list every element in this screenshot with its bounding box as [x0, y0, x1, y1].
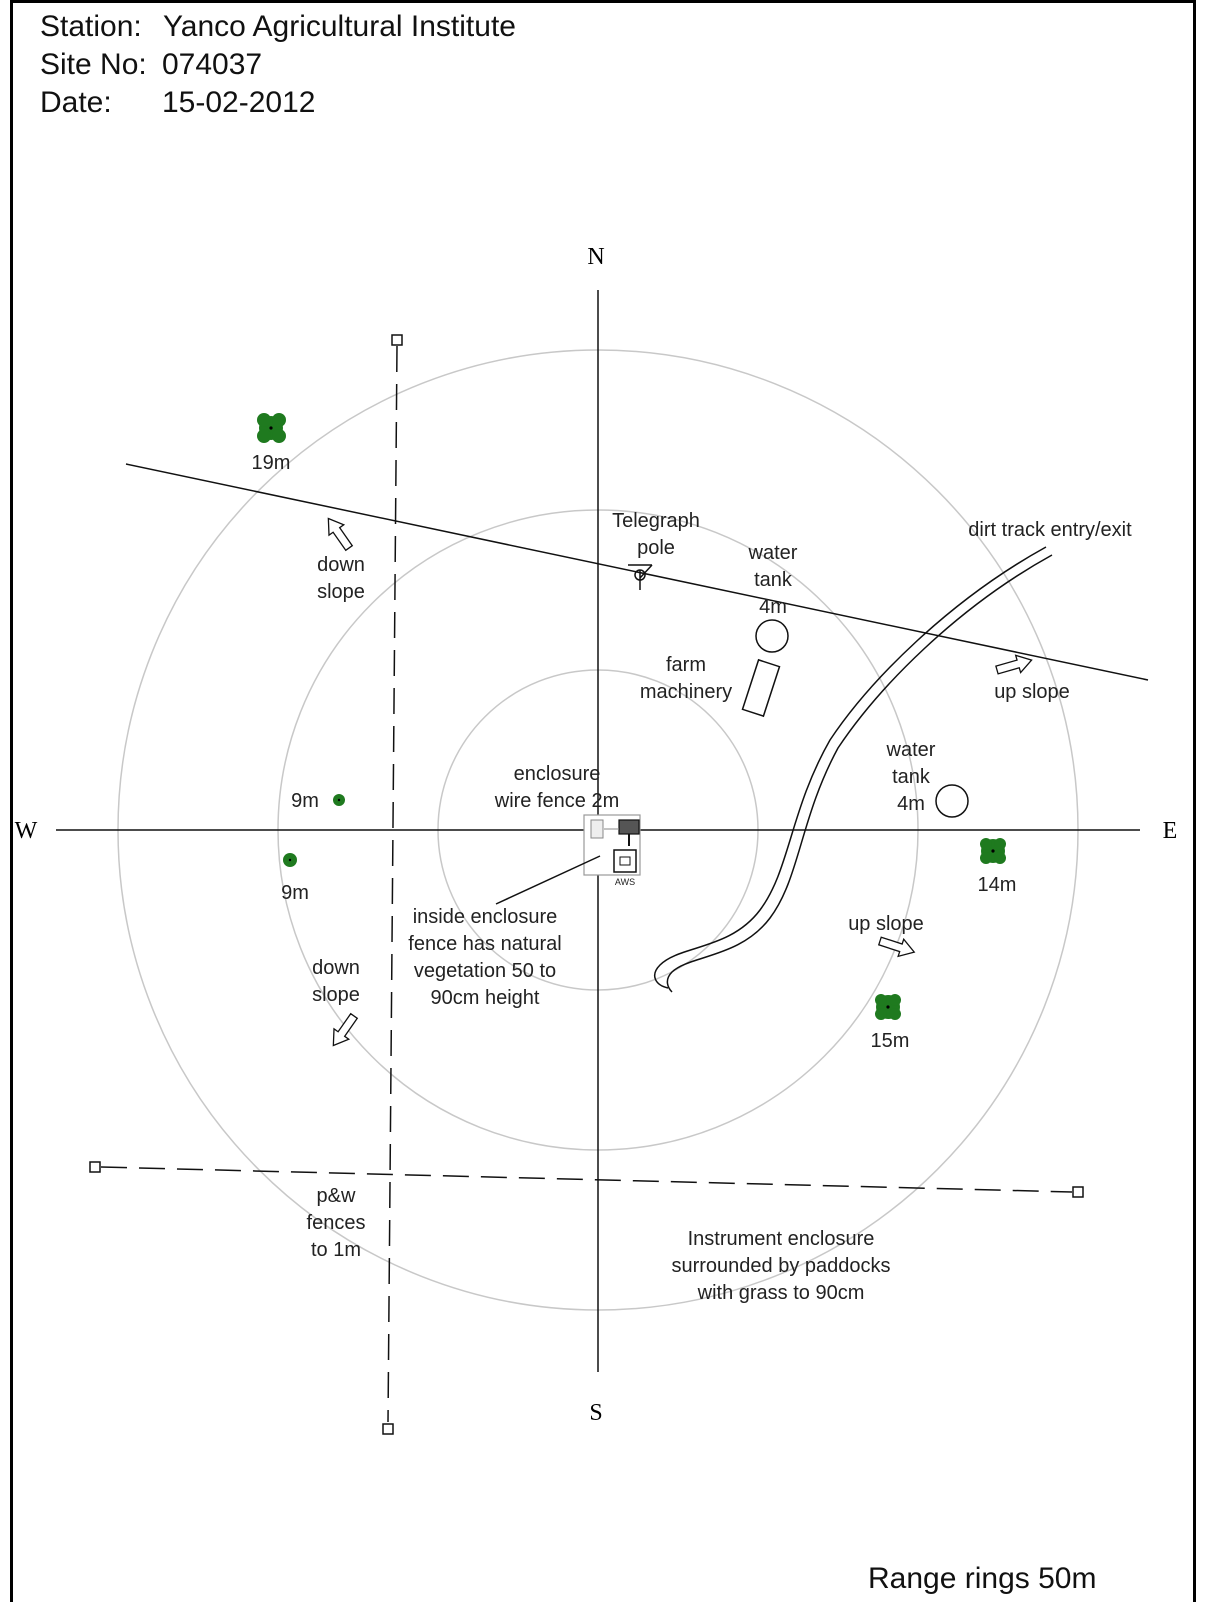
- down-slope-nw-label-1: down: [317, 554, 365, 576]
- instrument-enclosure: AWS: [583, 814, 641, 887]
- dirt-track-edge-2: [666, 554, 1053, 993]
- tree-9m-north-icon: [333, 794, 345, 806]
- page-border: [10, 0, 1196, 1602]
- up-slope-se-label: up slope: [848, 913, 924, 935]
- inside-enclosure-label-3: vegetation 50 to: [414, 960, 556, 982]
- tree-19m-icon: [257, 413, 286, 443]
- fences: [100, 345, 1073, 1423]
- down-slope-sw-label-1: down: [312, 957, 360, 979]
- fence-post-north: [391, 334, 403, 346]
- water-tank-east-label-3: 4m: [897, 793, 925, 815]
- compass-south: S: [589, 1400, 602, 1426]
- station-name: Yanco Agricultural Institute: [163, 10, 516, 43]
- paddocks-label-3: with grass to 90cm: [697, 1282, 865, 1304]
- telegraph-label-1: Telegraph: [612, 510, 700, 532]
- water-tank-east-label-2: tank: [892, 766, 931, 788]
- tree-15m-label: 15m: [871, 1030, 910, 1052]
- water-tank-east-label-1: water: [886, 739, 936, 761]
- water-tank-north-label-1: water: [748, 542, 798, 564]
- trees: [257, 413, 1006, 1020]
- up-slope-ne-label: up slope: [994, 681, 1070, 703]
- tree-9m-south-label: 9m: [281, 882, 309, 904]
- farm-machinery-label-2: machinery: [640, 681, 732, 703]
- map-labels: 19m down slope Telegraph pole water tank…: [252, 452, 1133, 1304]
- tree-19m-label: 19m: [252, 452, 291, 474]
- fences-label-3: to 1m: [311, 1239, 361, 1261]
- dirt-track-label: dirt track entry/exit: [968, 519, 1132, 541]
- fences-label-1: p&w: [317, 1185, 356, 1207]
- station-header: Station: Yanco Agricultural Institute Sit…: [40, 8, 516, 122]
- fence-post-south: [382, 1423, 394, 1435]
- tree-15m-icon: [875, 994, 901, 1020]
- telegraph-label-2: pole: [637, 537, 675, 559]
- compass-north: N: [587, 244, 604, 270]
- tree-9m-south-icon: [283, 853, 297, 867]
- rain-gauge-icon: [590, 819, 604, 839]
- site-key: Site No:: [40, 48, 147, 81]
- inside-enclosure-label-4: 90cm height: [431, 987, 540, 1009]
- compass-east: E: [1163, 818, 1178, 844]
- down-slope-nw-label-2: slope: [317, 581, 365, 603]
- site-row: Site No: 074037: [40, 46, 516, 84]
- aws-label: AWS: [615, 877, 635, 887]
- fence-north-south: [387, 345, 398, 1423]
- inside-enclosure-label-2: fence has natural: [408, 933, 561, 955]
- tree-14m-icon: [980, 838, 1006, 864]
- fence-west-east: [100, 1166, 1073, 1193]
- instrument-screen-icon: [618, 819, 640, 835]
- farm-machinery-label-1: farm: [666, 654, 706, 676]
- dirt-track: [653, 546, 1053, 993]
- down-slope-nw-arrow-icon: [327, 517, 354, 552]
- telegraph-pole-icon: [628, 564, 653, 590]
- fence-posts: [89, 334, 1084, 1435]
- station-row: Station: Yanco Agricultural Institute: [40, 8, 516, 46]
- station-key: Station:: [40, 10, 142, 43]
- paddocks-label-2: surrounded by paddocks: [671, 1255, 890, 1277]
- slope-arrows: [327, 517, 1033, 1047]
- enclosure-pointer-line: [495, 855, 601, 905]
- inside-enclosure-label-1: inside enclosure: [413, 906, 558, 928]
- fences-label-2: fences: [307, 1212, 366, 1234]
- tree-14m-label: 14m: [978, 874, 1017, 896]
- survey-date: 15-02-2012: [162, 86, 316, 119]
- range-rings-note: Range rings 50m: [868, 1562, 1097, 1595]
- tree-9m-north-label: 9m: [291, 790, 319, 812]
- fence-post-west: [89, 1161, 101, 1173]
- fence-post-east: [1072, 1186, 1084, 1198]
- farm-machinery-icon: [741, 658, 781, 718]
- up-slope-se-arrow-icon: [877, 936, 916, 958]
- water-tank-east-icon: [935, 784, 969, 818]
- water-tank-north-label-2: tank: [754, 569, 793, 591]
- site-number: 074037: [162, 48, 263, 81]
- down-slope-sw-label-2: slope: [312, 984, 360, 1006]
- enclosure-label-2: wire fence 2m: [494, 790, 620, 812]
- date-key: Date:: [40, 86, 112, 119]
- aws-inner-icon: [619, 856, 631, 866]
- down-slope-sw-arrow-icon: [332, 1012, 359, 1047]
- date-row: Date: 15-02-2012: [40, 84, 516, 122]
- water-tank-north-icon: [755, 619, 789, 653]
- dirt-track-edge-1: [653, 546, 1047, 989]
- paddocks-label-1: Instrument enclosure: [688, 1228, 875, 1250]
- compass-west: W: [15, 818, 38, 844]
- water-tank-north-label-3: 4m: [759, 596, 787, 618]
- enclosure-label-1: enclosure: [514, 763, 601, 785]
- up-slope-ne-arrow-icon: [995, 654, 1033, 675]
- telegraph-line: [125, 463, 1149, 681]
